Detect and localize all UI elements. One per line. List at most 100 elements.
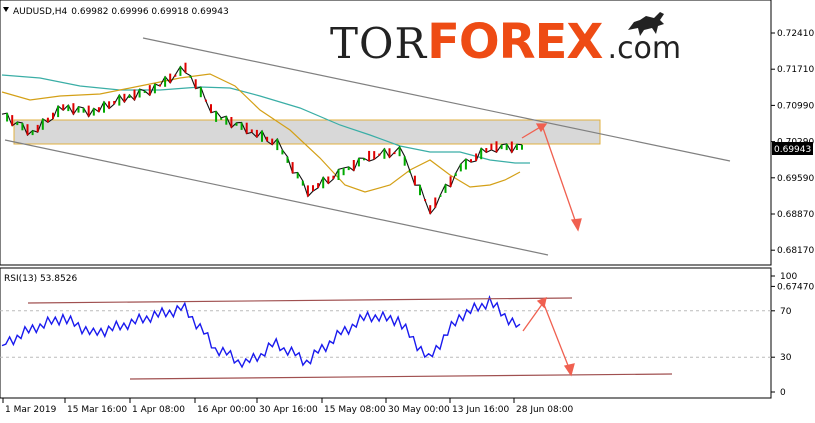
time-axis: 1 Mar 2019 15 Mar 16:00 1 Apr 08:00 16 Apr …	[2, 398, 573, 415]
collapse-arrow-icon[interactable]	[3, 7, 9, 12]
candle	[16, 122, 19, 126]
candle	[235, 122, 238, 126]
time-tick-label: 1 Mar 2019	[5, 405, 57, 415]
candle	[515, 144, 518, 150]
price-tick-label: 0.71710	[777, 65, 814, 75]
candle	[347, 166, 350, 171]
rsi-tick-label: 100	[780, 272, 797, 282]
candle	[41, 118, 44, 130]
candle	[490, 143, 493, 150]
time-tick-label: 30 Apr 16:00	[259, 405, 318, 415]
candle	[286, 156, 289, 163]
candle	[510, 141, 513, 153]
price-tick-label: 0.68870	[777, 210, 814, 220]
forecast-arrows-rsi	[522, 296, 575, 377]
candle	[322, 177, 325, 189]
time-tick-label: 30 May 00:00	[388, 405, 450, 415]
torforex-logo: TORFOREX .com	[330, 12, 681, 74]
candle	[255, 129, 258, 138]
candle	[352, 160, 355, 171]
candle	[403, 156, 406, 166]
candle	[281, 149, 284, 155]
candle	[368, 150, 371, 162]
candle	[169, 73, 172, 83]
rsi-line	[1, 295, 521, 369]
logo-part-forex: FOREX	[427, 14, 603, 70]
candle	[204, 99, 207, 102]
ma-slow-line	[1, 74, 530, 164]
current-price-badge	[772, 142, 813, 155]
candle	[194, 79, 197, 89]
channel-lower-line	[4, 139, 549, 256]
candle	[454, 173, 457, 177]
time-tick-label: 13 Jun 16:00	[452, 405, 509, 415]
candle	[87, 105, 90, 117]
candle	[123, 93, 126, 103]
candle	[306, 185, 309, 197]
candle	[62, 104, 65, 111]
candle	[480, 148, 483, 160]
candle	[464, 158, 467, 170]
candle	[103, 101, 105, 113]
bull-icon	[628, 12, 664, 36]
candle	[357, 158, 360, 167]
rsi-label: RSI(13) 53.8526	[4, 274, 77, 284]
candle	[179, 66, 182, 76]
candle	[434, 197, 437, 208]
candle	[26, 124, 29, 136]
candle	[92, 108, 95, 116]
candle	[245, 122, 248, 134]
candle	[449, 176, 452, 187]
candle	[230, 117, 233, 128]
price-tick-label: 0.70990	[777, 101, 814, 111]
candle	[82, 108, 85, 113]
time-tick-label: 1 Apr 08:00	[132, 405, 185, 415]
candle	[429, 205, 432, 214]
price-tick-label: 0.67470	[777, 282, 814, 292]
candle	[108, 101, 111, 109]
candle	[250, 129, 253, 133]
candle	[133, 89, 136, 101]
time-tick-label: 16 Apr 00:00	[197, 405, 256, 415]
candle	[495, 141, 498, 153]
rsi-plot-area[interactable]	[0, 267, 772, 399]
candle	[6, 113, 9, 122]
candle	[424, 199, 427, 202]
candle	[199, 87, 202, 98]
candle	[444, 184, 447, 193]
candle	[363, 158, 365, 161]
candle	[77, 106, 80, 113]
candle	[500, 144, 503, 150]
time-tick-label: 15 May 08:00	[324, 405, 386, 415]
candle	[337, 169, 340, 180]
candle	[225, 116, 228, 125]
candle	[459, 163, 462, 172]
candle	[52, 112, 54, 119]
candle	[189, 75, 192, 78]
rsi-tick-label: 70	[780, 307, 792, 317]
rsi-channel-lower	[129, 373, 673, 380]
candle	[332, 175, 335, 179]
candle	[128, 94, 131, 98]
candle	[413, 175, 416, 186]
candle	[470, 159, 472, 163]
candle	[505, 143, 508, 151]
candle	[220, 117, 223, 120]
candle	[210, 104, 212, 113]
candle	[153, 84, 156, 94]
candle	[439, 194, 442, 197]
rsi-levels: 100 70 30 0	[0, 272, 797, 398]
candle	[240, 122, 243, 130]
candle	[184, 62, 187, 73]
candle	[296, 172, 299, 179]
price-tick-label: 0.69590	[777, 174, 814, 184]
candle	[148, 85, 151, 96]
candle	[164, 76, 167, 87]
candle	[215, 111, 218, 122]
logo-part-tor: TOR	[330, 19, 428, 68]
current-price-label: 0.69943	[774, 145, 811, 155]
candle	[388, 148, 391, 158]
candle	[143, 90, 146, 93]
candle	[174, 74, 177, 77]
